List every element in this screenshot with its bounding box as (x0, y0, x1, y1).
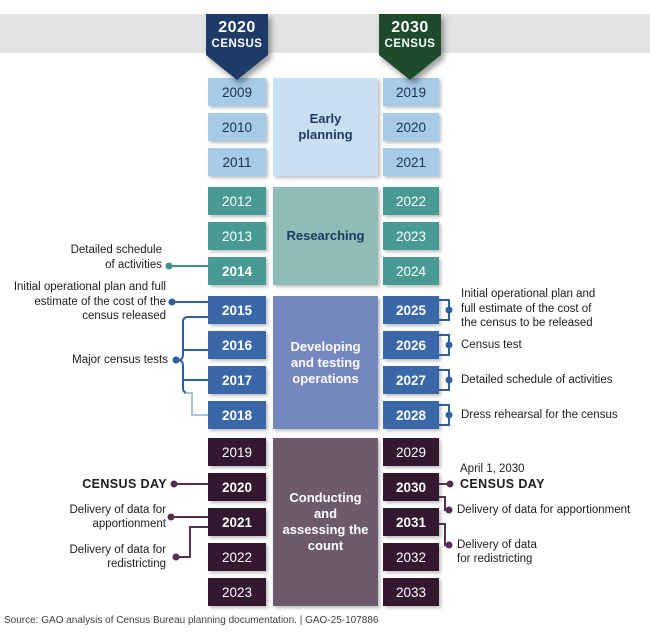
dot-major-tests (172, 356, 180, 364)
y2020-col-2018: 2018 (208, 401, 266, 429)
y2020-col-2013: 2013 (208, 222, 266, 250)
y2020-col-2011: 2011 (208, 148, 266, 176)
y2020-col-2017: 2017 (208, 366, 266, 394)
bracket-2027 (439, 369, 453, 391)
connector-census-day-2020 (170, 480, 208, 488)
y2020-col-2019: 2019 (208, 438, 266, 466)
y2020-col-2014: 2014 (208, 257, 266, 285)
banner-2030-rect: 2030 CENSUS (379, 14, 441, 55)
connector-census-day-2030 (439, 480, 454, 488)
phase-early-planning: Early planning (273, 78, 378, 176)
annotation-census-test-right: Census test (461, 339, 522, 351)
y2030-col-2030: 2030 (383, 473, 439, 501)
y2030-col-2032: 2032 (383, 543, 439, 571)
y2030-col-2024: 2024 (383, 257, 439, 285)
banner-2030-label: CENSUS (384, 38, 436, 50)
connector-apportionment-2021 (167, 513, 208, 521)
y2030-col-2031: 2031 (383, 508, 439, 536)
annotation-census-day-right: CENSUS DAY (460, 477, 545, 491)
connector-2018-step (186, 392, 208, 416)
annotation-detailed-schedule-left: Detailed schedule of activities (70, 244, 162, 271)
y2030-col-2023: 2023 (383, 222, 439, 250)
annotation-major-tests-left: Major census tests (72, 354, 168, 366)
y2030-col-2019: 2019 (383, 78, 439, 106)
y2020-col-2009: 2009 (208, 78, 266, 106)
y2030-col-2027: 2027 (383, 366, 439, 394)
annotation-apportionment-right: Delivery of data for apportionment (457, 504, 631, 516)
y2020-col-2023: 2023 (208, 578, 266, 606)
banner-2030-pointer (379, 55, 441, 80)
y2020-col-2010: 2010 (208, 113, 266, 141)
connector-redistricting-2021 (172, 526, 208, 561)
y2030-col-2020: 2020 (383, 113, 439, 141)
y2020-col-2022: 2022 (208, 543, 266, 571)
bracket-2025 (439, 299, 453, 321)
y2030-col-2028: 2028 (383, 401, 439, 429)
banner-2030-year: 2030 (391, 19, 429, 36)
header-strip (0, 14, 650, 53)
annotation-redistricting-right: Delivery of data for redistricting (457, 539, 537, 565)
phase-researching: Researching (273, 187, 378, 285)
y2030-col-2022: 2022 (383, 187, 439, 215)
banner-2030-census: 2030 CENSUS (379, 14, 441, 80)
annotation-census-day-date-right: April 1, 2030 (460, 463, 525, 475)
annotation-initial-plan-right: Initial operational plan and full estima… (461, 288, 596, 329)
y2020-col-2015: 2015 (208, 296, 266, 324)
y2030-col-2025: 2025 (383, 296, 439, 324)
connector-apportionment-2031 (439, 496, 453, 514)
banner-2020-pointer (206, 55, 268, 80)
connector-detailed-schedule-2014 (165, 262, 208, 270)
connector-initial-plan-2015 (168, 298, 208, 306)
banner-2020-label: CENSUS (211, 38, 263, 50)
y2030-col-2033: 2033 (383, 578, 439, 606)
connector-major-tests-brace (177, 316, 208, 394)
bracket-2026 (439, 334, 453, 356)
annotation-apportionment-left: Delivery of data for apportionment (69, 504, 166, 530)
source-note: Source: GAO analysis of Census Bureau pl… (4, 615, 379, 626)
y2020-col-2021: 2021 (208, 508, 266, 536)
annotation-detailed-schedule-right: Detailed schedule of activities (461, 374, 613, 386)
phase-developing-testing: Developing and testing operations (273, 296, 378, 429)
bracket-2028 (439, 404, 453, 426)
y2030-col-2026: 2026 (383, 331, 439, 359)
annotation-census-day-left: CENSUS DAY (82, 477, 167, 491)
banner-2020-census: 2020 CENSUS (206, 14, 268, 80)
phase-conducting-assessing: Conducting and assessing the count (273, 438, 378, 606)
connector-redistricting-2031 (439, 523, 453, 549)
banner-2020-year: 2020 (218, 19, 256, 36)
annotation-redistricting-left: Delivery of data for redistricting (69, 544, 166, 570)
annotation-dress-rehearsal-right: Dress rehearsal for the census (461, 409, 618, 421)
y2030-col-2029: 2029 (383, 438, 439, 466)
banner-2020-rect: 2020 CENSUS (206, 14, 268, 55)
y2020-col-2020: 2020 (208, 473, 266, 501)
y2020-col-2012: 2012 (208, 187, 266, 215)
y2020-col-2016: 2016 (208, 331, 266, 359)
y2030-col-2021: 2021 (383, 148, 439, 176)
annotation-initial-plan-left: Initial operational plan and full estima… (13, 281, 166, 322)
